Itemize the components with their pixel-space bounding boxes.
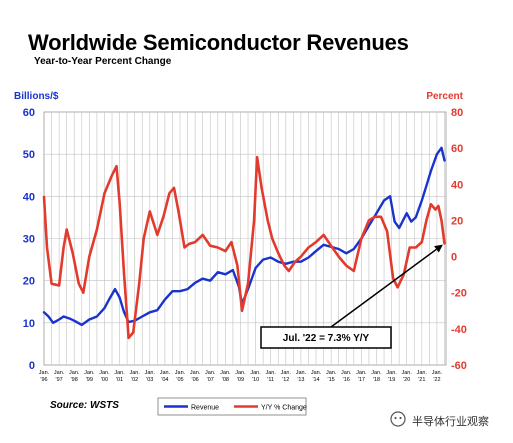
x-tick-label: Jan. '11 bbox=[265, 370, 276, 383]
x-tick-label: Jan. '03 bbox=[145, 370, 156, 383]
left-axis-label: Billions/$ bbox=[14, 91, 59, 102]
x-axis-ticks: Jan. '96 Jan. '97 Jan. '98 Jan. '99 Jan. '00 Jan. '… bbox=[39, 370, 443, 383]
right-tick-label: 80 bbox=[451, 107, 463, 119]
x-tick-label: Jan. '05 bbox=[175, 370, 186, 383]
left-tick-label: 10 bbox=[23, 318, 35, 330]
left-tick-label: 60 bbox=[23, 107, 35, 119]
x-tick-label: Jan. '01 bbox=[114, 370, 125, 383]
wechat-logo-icon bbox=[390, 411, 406, 427]
x-tick-label: Jan. '19 bbox=[386, 370, 397, 383]
annotation-arrow bbox=[330, 248, 437, 328]
x-tick-label: Jan. '14 bbox=[311, 370, 322, 383]
left-tick-label: 20 bbox=[23, 276, 35, 288]
x-tick-label: Jan. '99 bbox=[84, 370, 95, 383]
legend-box bbox=[157, 397, 307, 416]
watermark-text: 半导体行业观察 bbox=[412, 416, 489, 428]
right-tick-label: 60 bbox=[451, 143, 463, 155]
left-tick-label: 0 bbox=[29, 360, 35, 372]
series-line-yy-change bbox=[42, 155, 446, 340]
chart-title: Worldwide Semiconductor Revenues bbox=[28, 30, 409, 55]
x-tick-label: Jan. '97 bbox=[54, 370, 65, 383]
right-tick-label: 40 bbox=[451, 179, 463, 191]
right-axis-ticks: -60 -40 -20 0 20 40 60 80 bbox=[451, 107, 467, 372]
left-tick-label: 50 bbox=[23, 149, 35, 161]
x-tick-label: Jan. '13 bbox=[296, 370, 307, 383]
x-tick-label: Jan. '00 bbox=[99, 370, 110, 383]
x-tick-label: Jan. '98 bbox=[69, 370, 80, 383]
right-tick-label: -60 bbox=[451, 360, 467, 372]
x-tick-label: Jan. '09 bbox=[235, 370, 246, 383]
grid bbox=[43, 111, 447, 366]
right-axis-label: Percent bbox=[426, 91, 463, 102]
right-tick-label: -20 bbox=[451, 288, 467, 300]
source-note: Source: WSTS bbox=[50, 400, 119, 411]
series-layer bbox=[42, 146, 446, 340]
x-tick-label: Jan. '18 bbox=[371, 370, 382, 383]
x-tick-label: Jan. '16 bbox=[341, 370, 352, 383]
annotation-arrowhead bbox=[434, 244, 443, 253]
x-tick-label: Jan. '07 bbox=[205, 370, 216, 383]
x-tick-label: Jan. '10 bbox=[250, 370, 261, 383]
x-tick-label: Jan. '06 bbox=[190, 370, 201, 383]
legend: Revenue Y/Y % Change bbox=[157, 397, 307, 416]
left-tick-label: 30 bbox=[23, 234, 35, 246]
chart-subtitle: Year-to-Year Percent Change bbox=[34, 56, 172, 67]
left-tick-label: 40 bbox=[23, 191, 35, 203]
legend-label-yy-change: Y/Y % Change bbox=[261, 405, 307, 412]
annotation-text: Jul. '22 = 7.3% Y/Y bbox=[283, 333, 370, 344]
x-tick-label: Jan. '20 bbox=[402, 370, 413, 383]
x-tick-label: Jan. '15 bbox=[326, 370, 337, 383]
right-tick-label: 20 bbox=[451, 215, 463, 227]
x-tick-label: Jan. '21 bbox=[417, 370, 428, 383]
annotation: Jul. '22 = 7.3% Y/Y bbox=[260, 244, 443, 349]
x-tick-label: Jan. '02 bbox=[129, 370, 140, 383]
x-tick-label: Jan. '04 bbox=[160, 370, 171, 383]
x-tick-label: Jan. '08 bbox=[220, 370, 231, 383]
annotation-box bbox=[260, 326, 392, 349]
right-tick-label: 0 bbox=[451, 252, 457, 264]
legend-label-revenue: Revenue bbox=[191, 405, 219, 412]
x-tick-label: Jan. '12 bbox=[281, 370, 292, 383]
left-axis-ticks: 0 10 20 30 40 50 60 bbox=[23, 107, 35, 372]
x-tick-label: Jan. '17 bbox=[356, 370, 367, 383]
x-tick-label: Jan. '22 bbox=[432, 370, 443, 383]
right-tick-label: -40 bbox=[451, 324, 467, 336]
x-tick-label: Jan. '96 bbox=[39, 370, 50, 383]
